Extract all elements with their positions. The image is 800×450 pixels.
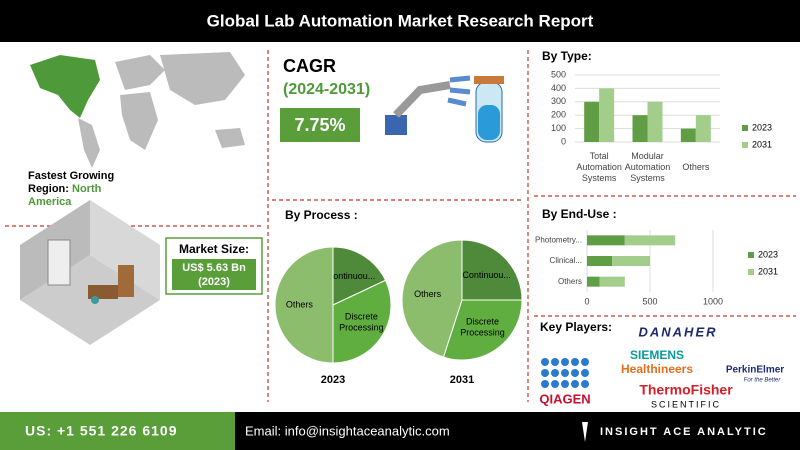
cagr-title: CAGR: [283, 56, 336, 76]
robot-illustration: [385, 75, 504, 143]
y-tick-label: Photometry...: [535, 235, 582, 244]
chart-title: By End-Use :: [542, 207, 617, 221]
chart-title: By Type:: [542, 49, 592, 63]
logo: Healthineers: [621, 362, 693, 376]
key-players-title: Key Players:: [540, 320, 612, 334]
y-tick-label: 200: [551, 110, 566, 120]
market-size-value: US$ 5.63 Bn: [182, 262, 246, 274]
pie-year: 2023: [321, 374, 345, 386]
y-tick-label: 400: [551, 83, 566, 93]
logo: SCIENTIFIC: [651, 399, 721, 409]
bar: [612, 256, 650, 266]
y-tick-label: 300: [551, 96, 566, 106]
x-tick-label: Modular Automation Systems: [625, 151, 671, 183]
pie-slice: [442, 299, 523, 361]
bar: [599, 88, 615, 142]
cagr-value: 7.75%: [294, 115, 345, 135]
brand: INSIGHT ACE ANALYTIC: [600, 426, 768, 438]
qiagen-icon: [541, 358, 589, 388]
logo: DANAHER: [639, 324, 718, 339]
growth-region: North America: [28, 183, 102, 208]
slice-label: Continuou...: [462, 270, 511, 280]
logo: For the Better: [744, 378, 782, 384]
bar: [587, 235, 625, 246]
bar: [695, 115, 711, 142]
pie-slice: [274, 246, 334, 364]
pie-slice: [332, 279, 392, 364]
logo: ThermoFisher: [639, 382, 733, 398]
bar: [599, 276, 625, 287]
growth-text: Fastest Growing Region: North America: [28, 170, 138, 209]
market-size-label: Market Size:: [179, 242, 249, 256]
charts: By Type: 0 100 200 300 400 500 Total Automation S…: [274, 49, 778, 386]
pie-slice: [461, 239, 523, 301]
email: Email: info@insightaceanalytic.com: [245, 423, 450, 438]
legend-swatch: [742, 125, 748, 131]
bar: [647, 101, 663, 142]
slice-label: Continuou...: [327, 271, 376, 281]
header-bar: [0, 0, 800, 42]
legend-swatch: [748, 269, 754, 275]
y-tick-label: 500: [551, 69, 566, 79]
bar: [680, 128, 696, 142]
slice-label: Discrete Processing: [339, 312, 384, 333]
bar: [587, 256, 613, 266]
x-tick-label: 1000: [703, 296, 723, 306]
growth-box: Fastest Growing Region: North America: [28, 170, 138, 209]
bar: [587, 276, 600, 287]
legend-label: 2023: [752, 122, 772, 132]
bar: [584, 101, 600, 142]
bar: [624, 235, 676, 246]
growth-label: Fastest Growing Region:: [28, 170, 115, 195]
y-tick-label: 100: [551, 123, 566, 133]
x-tick-label: 0: [584, 296, 589, 306]
brand-icon: [582, 422, 588, 442]
slice-label: Others: [414, 289, 442, 299]
x-tick-label: Total Automation Systems: [576, 151, 622, 183]
slice-label: Others: [286, 299, 314, 309]
x-tick-label: 500: [642, 296, 657, 306]
y-tick-label: Clinical...: [550, 256, 582, 265]
title: Global Lab Automation Market Research Re…: [207, 11, 594, 30]
slice-label: Discrete Processing: [460, 317, 505, 338]
market-size-year: (2023): [198, 276, 230, 288]
pie-slice: [332, 246, 387, 306]
legend-label: 2023: [758, 249, 778, 259]
phone: US: +1 551 226 6109: [25, 423, 178, 439]
footer-bg: [235, 412, 800, 450]
chart-title: By Process :: [285, 208, 358, 222]
logo: SIEMENS: [630, 348, 684, 362]
world-map: [30, 52, 245, 168]
logo: PerkinElmer: [726, 365, 784, 376]
market-size-fill: [172, 259, 256, 290]
pie-slice: [401, 239, 463, 358]
legend-swatch: [748, 252, 754, 258]
lab-illustration: [20, 200, 160, 345]
footer-phone-bg: [0, 412, 235, 450]
legend-label: 2031: [758, 266, 778, 276]
y-tick-label: Others: [558, 277, 582, 286]
x-tick-label: Others: [682, 162, 710, 172]
cagr-period: (2024-2031): [283, 81, 370, 98]
logo: QIAGEN: [539, 391, 590, 406]
cagr-box: [280, 108, 360, 142]
pie-year: 2031: [450, 374, 474, 386]
legend-swatch: [742, 142, 748, 148]
legend-label: 2031: [752, 139, 772, 149]
bar: [632, 115, 648, 142]
y-tick-label: 0: [561, 136, 566, 146]
